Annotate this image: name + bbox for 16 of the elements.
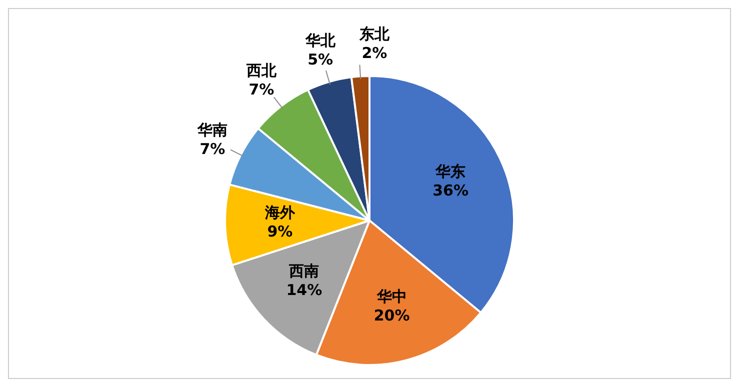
slice-label: 华东 [434, 162, 466, 181]
data-label: 7% [248, 80, 274, 99]
data-label: 7% [200, 140, 226, 158]
slice-label: 西南 [288, 262, 320, 280]
slice-label: 华北 [304, 32, 336, 50]
data-label: 9% [267, 222, 293, 241]
slice-label: 东北 [358, 24, 390, 43]
slice-label: 西北 [245, 62, 278, 80]
data-label: 5% [308, 50, 334, 69]
data-label: 36% [432, 182, 469, 200]
slice-label: 华中 [376, 288, 407, 306]
slice-label: 华南 [196, 120, 228, 139]
slice-label: 海外 [264, 204, 296, 222]
data-label: 14% [286, 281, 322, 300]
data-label: 20% [374, 306, 410, 325]
data-label: 2% [362, 44, 388, 62]
